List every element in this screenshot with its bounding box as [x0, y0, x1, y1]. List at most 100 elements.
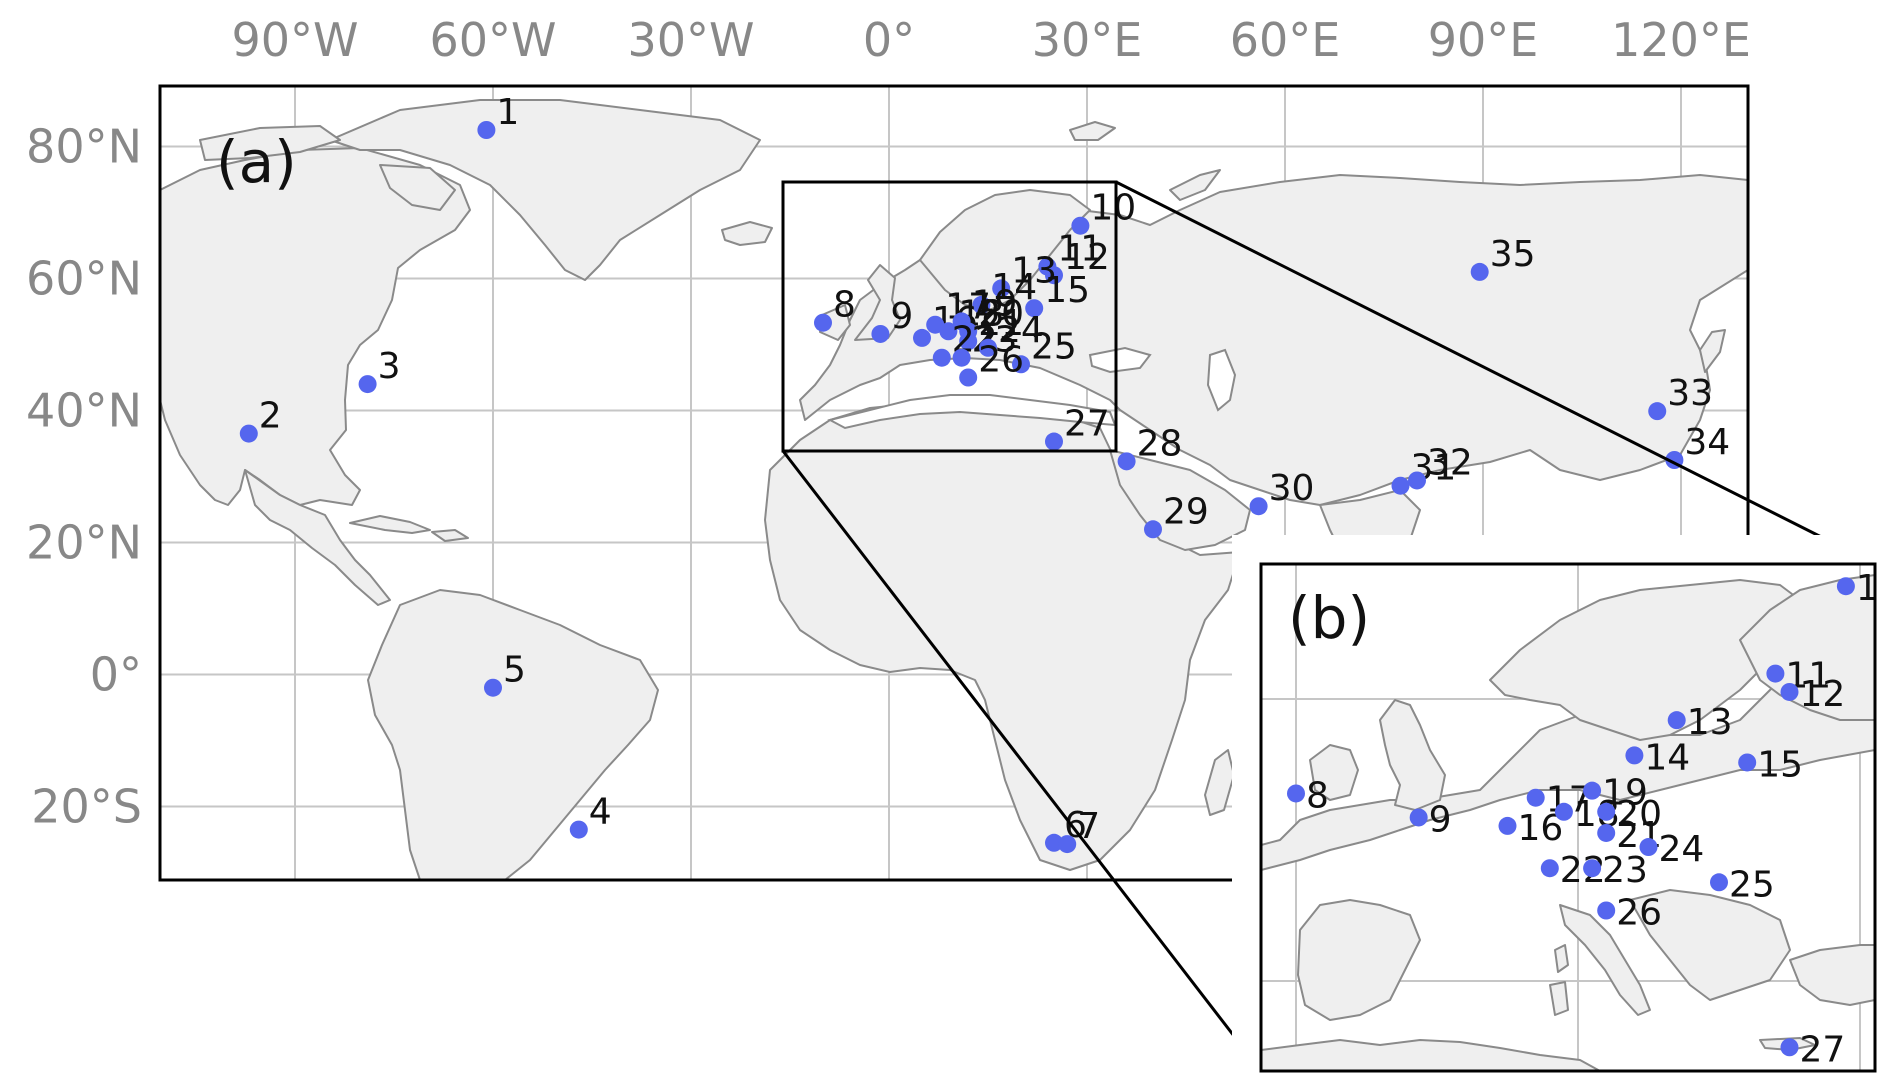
greenland-land — [329, 99, 761, 281]
zoom-connector-top — [1115, 180, 1876, 566]
inset-site-label-9: 9 — [1429, 799, 1452, 840]
inset-site-label-10: 10 — [1856, 568, 1892, 609]
site-label-1: 1 — [496, 92, 519, 133]
novaya-zemlya-land — [1169, 169, 1221, 201]
inset-ireland-land — [1309, 744, 1359, 801]
site-label-9: 9 — [890, 296, 913, 337]
site-marker-4 — [569, 820, 588, 839]
inset-site-marker-24 — [1639, 838, 1658, 857]
main-landmasses — [160, 99, 1748, 880]
inset-site-marker-10 — [1836, 577, 1855, 596]
inset-site-marker-18 — [1554, 802, 1573, 821]
site-marker-9 — [871, 324, 890, 343]
japan-land — [1699, 329, 1726, 373]
site-label-19: 19 — [972, 283, 1018, 324]
site-label-27: 27 — [1064, 404, 1110, 445]
site-marker-28 — [1117, 452, 1136, 471]
longitude-tick-label: 30°W — [627, 13, 754, 67]
site-marker-2 — [239, 424, 258, 443]
site-marker-1 — [477, 121, 496, 139]
zoom-region-box — [781, 180, 1118, 453]
site-marker-33 — [1648, 402, 1667, 421]
inset-site-marker-9 — [1409, 808, 1428, 827]
inset-finland-land — [1739, 574, 1875, 721]
inset-site-marker-23 — [1583, 859, 1602, 878]
site-label-21: 21 — [978, 303, 1024, 344]
site-marker-16 — [913, 328, 931, 347]
inset-site-marker-11 — [1766, 664, 1785, 683]
main-site-markers: 1234567891011121314151617181920212223242… — [239, 92, 1730, 854]
site-label-20: 20 — [978, 293, 1024, 334]
longitude-tick-label: 120°E — [1611, 13, 1751, 67]
inset-site-label-26: 26 — [1616, 893, 1662, 934]
inset-turkey-land — [1789, 944, 1875, 1006]
site-marker-32 — [1408, 471, 1426, 490]
latitude-tick-label: 80°N — [26, 120, 142, 174]
site-marker-5 — [484, 678, 502, 697]
site-marker-22 — [932, 348, 951, 367]
inset-site-label-8: 8 — [1306, 775, 1329, 816]
inset-site-label-20: 20 — [1616, 794, 1662, 835]
longitude-tick-label: 0° — [863, 13, 915, 67]
inset-site-marker-25 — [1710, 873, 1728, 892]
baffin-island-land — [379, 164, 456, 211]
site-label-34: 34 — [1684, 422, 1730, 463]
site-label-33: 33 — [1667, 373, 1713, 414]
site-marker-24 — [979, 338, 997, 357]
site-label-10: 10 — [1090, 188, 1136, 229]
inset-site-marker-20 — [1597, 802, 1616, 821]
site-marker-26 — [959, 368, 978, 387]
site-label-8: 8 — [833, 285, 856, 326]
panel-a-label: (a) — [216, 128, 297, 196]
site-label-7: 7 — [1077, 806, 1100, 847]
site-label-35: 35 — [1490, 234, 1536, 275]
site-label-24: 24 — [998, 310, 1044, 351]
inset-site-marker-16 — [1498, 816, 1517, 835]
longitude-tick-label: 90°W — [231, 13, 358, 67]
site-label-5: 5 — [503, 650, 526, 691]
inset-site-label-15: 15 — [1757, 744, 1803, 785]
cuba-land — [349, 515, 431, 534]
site-marker-15 — [1025, 299, 1044, 318]
site-marker-29 — [1144, 520, 1162, 539]
inset-site-marker-21 — [1597, 823, 1616, 842]
site-label-32: 32 — [1427, 442, 1473, 483]
latitude-tick-label: 40°N — [26, 384, 142, 438]
inset-site-label-25: 25 — [1729, 864, 1775, 905]
hispaniola-land — [431, 529, 469, 542]
inset-site-marker-14 — [1625, 746, 1644, 765]
caspian-sea — [1206, 348, 1237, 412]
site-marker-3 — [358, 375, 377, 394]
site-label-29: 29 — [1163, 491, 1209, 532]
latitude-tick-label: 0° — [90, 648, 142, 702]
inset-site-marker-12 — [1780, 682, 1799, 701]
longitude-tick-label: 60°W — [429, 13, 556, 67]
latitude-tick-label: 20°S — [31, 780, 142, 834]
site-label-11: 11 — [1057, 229, 1103, 270]
site-marker-23 — [952, 348, 971, 367]
site-label-13: 13 — [1011, 250, 1057, 291]
site-marker-21 — [959, 332, 978, 351]
site-label-15: 15 — [1044, 270, 1090, 311]
site-marker-13 — [992, 279, 1011, 298]
latitude-tick-label: 60°N — [26, 252, 142, 306]
site-marker-31 — [1391, 476, 1410, 495]
inset-sardinia-land — [1549, 981, 1569, 1016]
longitude-tick-label: 60°E — [1230, 13, 1341, 67]
site-label-30: 30 — [1269, 468, 1315, 509]
site-marker-27 — [1045, 432, 1063, 451]
inset-site-marker-13 — [1667, 711, 1686, 730]
latitude-axis-labels: 80°N 60°N 40°N 20°N 0° 20°S — [26, 120, 142, 834]
site-label-26: 26 — [978, 340, 1024, 381]
longitude-tick-label: 90°E — [1428, 13, 1539, 67]
inset-site-label-12: 12 — [1800, 674, 1846, 715]
inset-site-label-24: 24 — [1659, 829, 1705, 870]
arabian-peninsula-land — [1109, 449, 1251, 551]
north-america-land — [160, 147, 471, 506]
inset-map-panel: 89101112131415161718192021222324252627 — [1232, 535, 1892, 1089]
site-marker-25 — [1012, 355, 1030, 374]
inset-great-britain-land — [1379, 699, 1446, 811]
inset-site-marker-22 — [1540, 859, 1559, 878]
longitude-tick-label: 30°E — [1032, 13, 1143, 67]
